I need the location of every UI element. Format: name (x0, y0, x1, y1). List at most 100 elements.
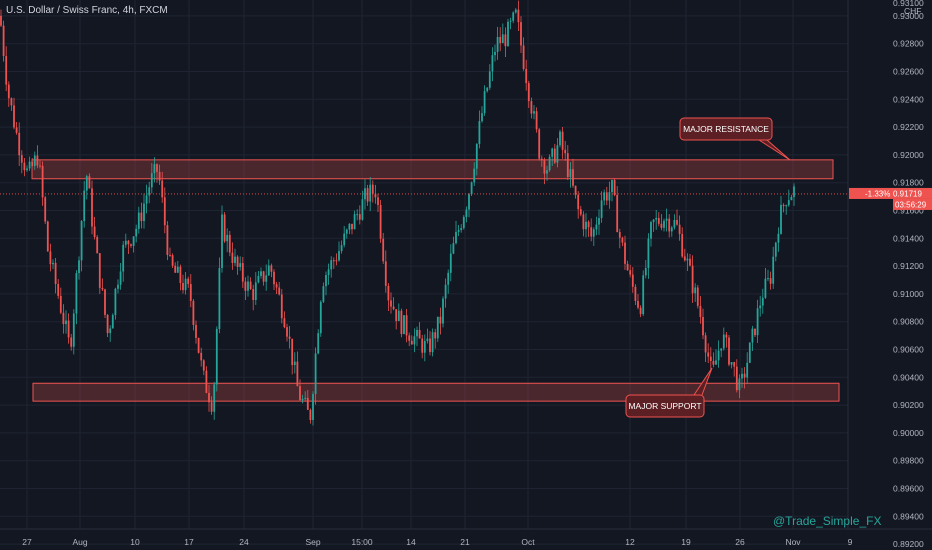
candle-body (416, 329, 418, 337)
candle-body (444, 284, 447, 299)
candle-body (75, 273, 78, 314)
candle-body (790, 196, 793, 201)
candle-body (267, 265, 270, 276)
candle-body (288, 336, 291, 339)
y-unit-label: CHF (904, 6, 921, 16)
candle-body (109, 328, 112, 334)
candle-body (130, 244, 132, 246)
candle-body (114, 288, 117, 316)
candle-body (579, 209, 582, 215)
y-tick-label: 0.89200 (893, 539, 924, 549)
candle-body (605, 192, 608, 201)
candle-body (163, 197, 166, 226)
candle-body (785, 205, 788, 207)
candles (0, 0, 795, 426)
candle-body (171, 255, 174, 266)
candle-body (20, 155, 23, 163)
candle-body (699, 305, 702, 318)
candle-body (660, 223, 663, 228)
candle-body (793, 186, 795, 197)
candle-body (689, 258, 691, 266)
candle-body (761, 297, 764, 306)
candle-body (728, 337, 730, 365)
annotations: MAJOR RESISTANCE MAJOR SUPPORT (625, 117, 791, 418)
candle-body (356, 214, 359, 216)
candle-body (663, 220, 665, 228)
candle-body (769, 278, 772, 284)
candle-body (686, 258, 689, 261)
candle-body (551, 148, 554, 157)
candle-body (670, 227, 673, 232)
candle-body (759, 305, 762, 309)
candle-body (54, 262, 57, 284)
candle-body (577, 194, 580, 210)
candle-body (764, 278, 767, 298)
candle-body (639, 307, 642, 315)
candle-body (668, 218, 671, 232)
candle-body (746, 362, 749, 378)
candle-body (418, 329, 421, 339)
candle-body (738, 378, 741, 391)
candle-body (702, 317, 704, 336)
watermark: @Trade_Simple_FX (773, 514, 882, 528)
candle-body (787, 200, 790, 206)
candle-body (166, 225, 169, 255)
candle-body (665, 218, 668, 221)
candle-body (156, 164, 158, 172)
candle-body (72, 313, 75, 347)
y-tick-label: 0.92800 (893, 39, 924, 49)
x-tick-label: 9 (848, 537, 853, 547)
candle-body (59, 295, 62, 313)
x-tick-label: 24 (239, 537, 249, 547)
candle-body (676, 220, 678, 225)
candle-body (535, 111, 538, 130)
candle-body (587, 221, 590, 228)
candle-body (280, 294, 283, 319)
candle-body (556, 145, 559, 163)
candle-body (561, 131, 564, 150)
candle-body (377, 197, 379, 206)
x-tick-label: Nov (785, 537, 801, 547)
candle-body (520, 22, 522, 46)
candle-body (436, 316, 439, 339)
chart-title: U.S. Dollar / Swiss Franc, 4h, FXCM (6, 5, 168, 16)
change-badge (849, 187, 893, 199)
candle-body (548, 156, 551, 171)
candle-body (423, 340, 426, 353)
candle-body (774, 242, 777, 257)
candle-body (647, 238, 650, 269)
candle-body (392, 306, 395, 310)
candle-body (226, 234, 229, 242)
candle-body (637, 300, 639, 308)
candle-body (553, 148, 556, 163)
candle-body (83, 190, 86, 222)
candle-body (624, 242, 626, 264)
candle-body (182, 283, 184, 291)
y-tick-label: 0.90200 (893, 400, 924, 410)
candle-body (239, 263, 242, 267)
x-tick-label: 12 (625, 537, 635, 547)
candle-body (93, 226, 96, 237)
candle-body (249, 281, 252, 290)
callout-label: MAJOR RESISTANCE (683, 124, 769, 134)
candle-body (234, 256, 236, 263)
candle-body (161, 180, 164, 198)
candle-body (434, 332, 437, 339)
candle-body (358, 214, 361, 220)
candle-body (335, 260, 338, 262)
candle-body (642, 275, 645, 315)
candle-body (247, 281, 249, 291)
candle-body (208, 392, 210, 403)
candle-body (481, 113, 483, 122)
candle-body (371, 184, 374, 194)
candle-body (353, 214, 356, 230)
candle-body (153, 164, 156, 174)
candle-body (725, 334, 728, 338)
candle-body (722, 334, 725, 349)
y-tick-label: 0.92200 (893, 122, 924, 132)
candle-body (252, 289, 255, 301)
candle-body (530, 101, 533, 114)
candle-body (382, 238, 385, 262)
change-label: -1.33% (865, 189, 890, 198)
